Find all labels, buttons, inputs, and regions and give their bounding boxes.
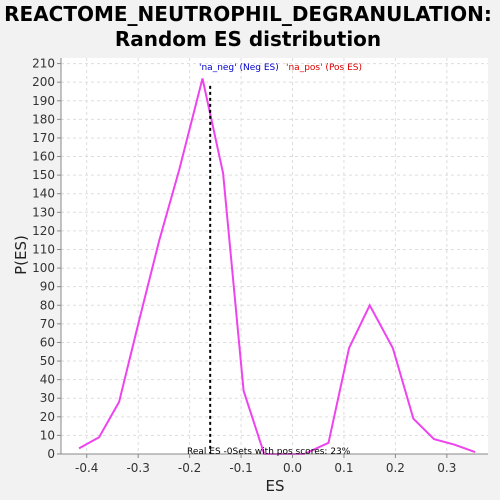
real-es-footer: Real ES -0Sets with pos scores: 23% [187,447,351,457]
x-tick-label: 0.1 [334,461,353,475]
y-tick-label: 130 [32,205,55,219]
x-tick-label: 0.2 [386,461,405,475]
x-axis-label: ES [266,477,285,495]
y-tick-label: 90 [40,280,55,294]
grid [61,58,488,455]
y-tick-label: 40 [40,373,55,387]
x-axis-ticks: -0.4 -0.3 -0.2 -0.1 0.0 0.1 0.2 0.3 [75,454,456,475]
y-tick-label: 120 [32,224,55,238]
y-axis-ticks: 0 10 20 30 40 50 60 70 80 90 100 110 120 130 140 150 160… [32,57,61,461]
x-tick-label: 0.3 [437,461,456,475]
y-tick-label: 190 [32,94,55,108]
y-tick-label: 150 [32,168,55,182]
plot-area [61,58,488,454]
y-tick-label: 70 [40,317,55,331]
y-tick-label: 140 [32,187,55,201]
y-tick-label: 50 [40,354,55,368]
legend-pos-label: 'na_pos' (Pos ES) [286,63,362,73]
x-tick-label: -0.1 [229,461,252,475]
chart-title-line-2: Random ES distribution [115,27,381,51]
chart-title-line-1: REACTOME_NEUTROPHIL_DEGRANULATION: [4,2,492,26]
y-tick-label: 30 [40,391,55,405]
y-tick-label: 10 [40,428,55,442]
y-tick-label: 100 [32,261,55,275]
y-tick-label: 170 [32,131,55,145]
x-tick-label: 0.0 [283,461,302,475]
legend-neg-label: 'na_neg' (Neg ES) [199,63,279,73]
y-tick-label: 180 [32,112,55,126]
y-tick-label: 20 [40,410,55,424]
x-tick-label: -0.3 [126,461,149,475]
y-axis-label: P(ES) [12,235,30,275]
y-tick-label: 60 [40,335,55,349]
y-tick-label: 0 [47,447,55,461]
x-tick-label: -0.4 [75,461,98,475]
y-tick-label: 110 [32,242,55,256]
y-tick-label: 160 [32,150,55,164]
y-tick-label: 80 [40,298,55,312]
x-tick-label: -0.2 [178,461,201,475]
y-tick-label: 210 [32,57,55,71]
y-tick-label: 200 [32,75,55,89]
